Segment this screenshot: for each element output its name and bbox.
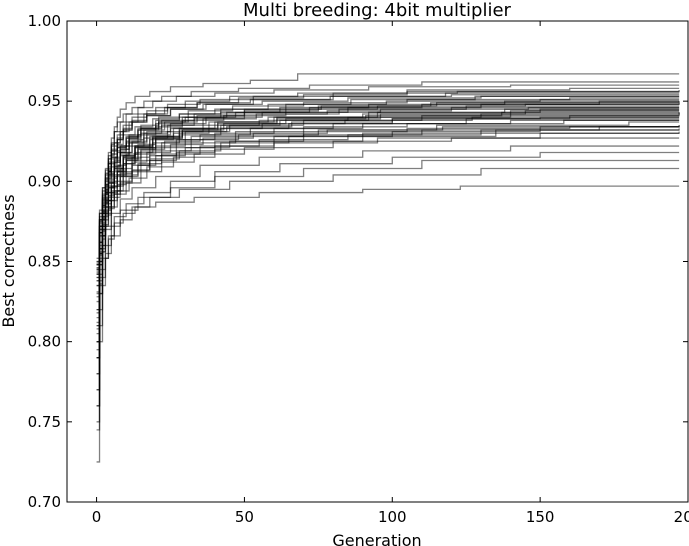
y-tick-label: 1.00: [28, 12, 61, 30]
y-tick-label: 0.70: [28, 493, 61, 511]
series-line-16: [96, 112, 680, 407]
y-axis-label: Best correctness: [0, 194, 18, 327]
series-line-9: [96, 126, 680, 423]
series-line-15: [96, 113, 680, 271]
x-tick-label: 100: [378, 508, 407, 526]
series-line-50: [96, 95, 680, 271]
y-tick-label: 0.90: [28, 172, 61, 190]
x-tick-label: 50: [235, 508, 254, 526]
series-line-7: [96, 132, 680, 391]
y-tick-label: 0.95: [28, 92, 61, 110]
series-line-23: [96, 98, 680, 266]
series-line-2: [96, 167, 680, 407]
series-line-8: [96, 129, 680, 327]
x-axis-label: Generation: [332, 531, 421, 546]
series-line-37: [96, 126, 680, 391]
series-layer: [96, 73, 680, 463]
x-tick-label: 0: [92, 508, 102, 526]
series-line-22: [96, 101, 680, 311]
y-axis: 0.70 0.75 0.80 0.85 0.90 0.95 1.00: [28, 12, 688, 511]
series-line-5: [96, 145, 680, 359]
series-line-1: [96, 185, 680, 463]
series-line-49: [96, 108, 680, 330]
y-tick-label: 0.85: [28, 253, 61, 271]
chart-title: Multi breeding: 4bit multiplier: [243, 0, 512, 21]
x-tick-label: 150: [526, 508, 555, 526]
x-tick-label: 200: [674, 508, 689, 526]
series-line-35: [96, 116, 680, 335]
series-line-21: [96, 102, 680, 269]
x-axis: 0 50 100 150 200: [92, 21, 689, 526]
y-tick-label: 0.80: [28, 333, 61, 351]
series-line-45: [96, 119, 680, 298]
series-line-40: [96, 102, 680, 303]
series-line-3: [96, 159, 680, 431]
y-tick-label: 0.75: [28, 413, 61, 431]
series-line-47: [96, 131, 680, 314]
